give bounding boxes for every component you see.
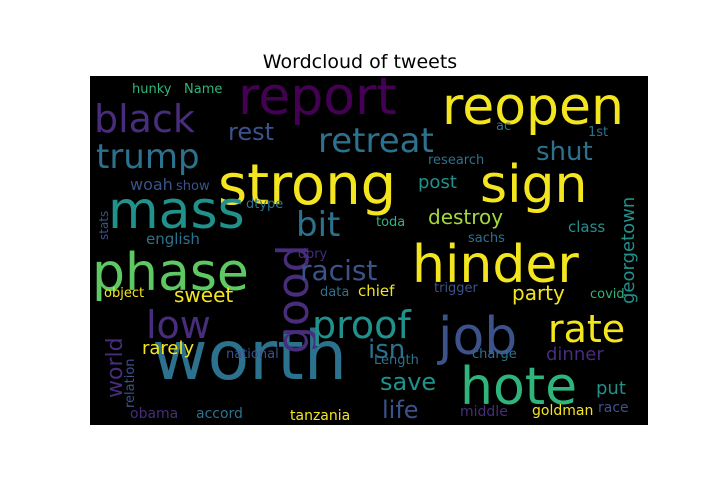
word-name: Name	[184, 82, 222, 97]
word-destroy: destroy	[428, 205, 503, 229]
word-hote: hote	[460, 357, 577, 417]
word-save: save	[380, 368, 436, 396]
word-post: post	[418, 172, 457, 193]
word-show: show	[176, 179, 210, 194]
word-sachs: sachs	[468, 231, 505, 246]
figure-title: Wordcloud of tweets	[262, 51, 458, 73]
word-race: race	[598, 400, 629, 416]
word-data: data	[320, 285, 349, 300]
word-middle: middle	[460, 404, 508, 420]
word-rest: rest	[228, 118, 274, 146]
word-object: object	[104, 286, 144, 301]
word-sweet: sweet	[174, 283, 233, 307]
word-chief: chief	[358, 282, 395, 300]
word-trump: trump	[96, 137, 200, 177]
word-job: job	[437, 307, 517, 367]
word-phase: phase	[92, 243, 249, 303]
word-reopen: reopen	[442, 77, 624, 137]
word-dory: dory	[298, 247, 328, 262]
word-rarely: rarely	[142, 338, 195, 359]
word-good: good	[268, 244, 319, 354]
word-charge: charge	[472, 347, 517, 362]
word-woah: woah	[130, 175, 173, 194]
wordcloud-canvas: worth strong reopen report sign hinder phase ma…	[90, 76, 648, 425]
word-low: low	[146, 303, 211, 347]
wordcloud-svg: worth strong reopen report sign hinder phasema…	[92, 76, 639, 424]
word-tanzania: tanzania	[290, 408, 350, 424]
word-proof: proof	[312, 303, 412, 347]
word-mass: mass	[108, 181, 245, 241]
word-rate: rate	[548, 307, 625, 351]
word-black: black	[94, 97, 195, 141]
word-georgetown: georgetown	[618, 197, 639, 304]
word-1st: 1st	[588, 125, 608, 140]
word-party: party	[512, 281, 565, 305]
word-worth: worth	[152, 317, 347, 396]
word-strong: strong	[218, 153, 396, 218]
word-accord: accord	[196, 406, 243, 422]
word-research: research	[428, 153, 484, 168]
word-sign: sign	[480, 155, 588, 215]
word-hunky: hunky	[132, 82, 172, 97]
word-covid: covid	[590, 287, 625, 302]
word-dinner: dinner	[546, 344, 604, 365]
word-retreat: retreat	[318, 121, 434, 161]
word-national: national	[226, 347, 279, 362]
word-shut: shut	[536, 137, 593, 167]
word-english: english	[146, 230, 200, 248]
word-toda: toda	[376, 215, 405, 230]
word-report: report	[238, 76, 397, 127]
word-ac: ac	[496, 119, 511, 134]
word-stats: stats	[97, 211, 111, 240]
word-world: world	[103, 337, 128, 398]
word-bit: bit	[296, 205, 340, 245]
word-length: Length	[374, 353, 419, 368]
word-goldman: goldman	[532, 403, 593, 419]
word-relation: relation	[123, 358, 138, 408]
word-dtype: dtype	[246, 197, 283, 212]
word-put: put	[596, 378, 626, 399]
word-isn: isn	[368, 335, 405, 365]
word-obama: obama	[130, 406, 178, 422]
word-class: class	[568, 218, 605, 236]
word-life: life	[382, 396, 419, 424]
word-hinder: hinder	[412, 235, 579, 295]
word-racist: racist	[300, 254, 377, 287]
word-trigger: trigger	[434, 281, 479, 296]
